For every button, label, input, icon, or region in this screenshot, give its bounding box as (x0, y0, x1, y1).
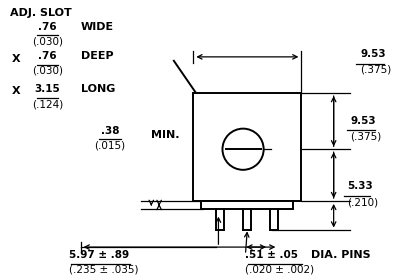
Text: .51 ± .05: .51 ± .05 (246, 250, 298, 260)
Text: X: X (12, 54, 21, 64)
Text: LONG: LONG (81, 84, 115, 94)
Text: (.020 ± .002): (.020 ± .002) (246, 265, 314, 275)
Text: 3.15: 3.15 (34, 84, 60, 94)
Text: 5.33: 5.33 (347, 181, 373, 191)
Text: 9.53: 9.53 (360, 49, 386, 59)
Text: (.124): (.124) (32, 99, 63, 109)
Text: WIDE: WIDE (81, 22, 114, 31)
Text: ADJ. SLOT: ADJ. SLOT (10, 8, 72, 18)
Text: (.210): (.210) (347, 197, 378, 207)
Text: .76: .76 (38, 51, 57, 61)
Text: (.375): (.375) (360, 65, 391, 75)
Text: (.030): (.030) (32, 66, 63, 76)
Text: 9.53: 9.53 (350, 116, 376, 126)
Text: (.015): (.015) (94, 140, 126, 150)
Text: (.030): (.030) (32, 36, 63, 46)
Text: (.375): (.375) (350, 131, 382, 141)
Bar (194, 93, 301, 201)
Text: 5.97 ± .89: 5.97 ± .89 (69, 250, 129, 260)
Text: MIN.: MIN. (151, 130, 180, 140)
Text: (.235 ± .035): (.235 ± .035) (69, 265, 138, 275)
Text: DEEP: DEEP (81, 51, 113, 61)
Text: DIA. PINS: DIA. PINS (311, 250, 371, 260)
Circle shape (222, 129, 264, 170)
Text: .76: .76 (38, 22, 57, 31)
Bar (201, 201, 294, 209)
Text: .38: .38 (101, 126, 119, 136)
Text: X: X (12, 86, 21, 96)
